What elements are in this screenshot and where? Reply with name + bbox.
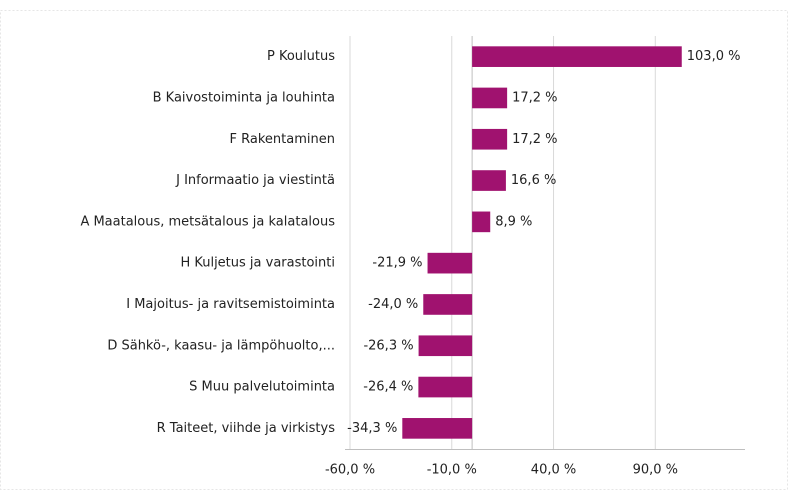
bar xyxy=(423,294,473,315)
y-tick-label: D Sähkö-, kaasu- ja lämpöhuolto,... xyxy=(107,338,335,353)
bar xyxy=(472,87,508,109)
bar xyxy=(472,128,508,150)
value-label: -34,3 % xyxy=(347,421,397,436)
y-tick-label: F Rakentaminen xyxy=(230,132,335,147)
y-tick-label: A Maatalous, metsätalous ja kalatalous xyxy=(80,214,335,229)
y-tick-label: I Majoitus- ja ravitsemistoiminta xyxy=(126,297,335,312)
bar xyxy=(427,252,473,274)
value-label: 17,2 % xyxy=(512,132,557,147)
value-label: -24,0 % xyxy=(368,297,418,312)
chart-frame xyxy=(0,10,788,490)
bar xyxy=(418,335,473,357)
y-tick-label: P Koulutus xyxy=(267,49,335,64)
y-tick-label: J Informaatio ja viestintä xyxy=(175,173,335,188)
y-tick-label: S Muu palvelutoiminta xyxy=(189,380,335,395)
x-tick-label: -10,0 % xyxy=(427,463,477,478)
value-label: -26,3 % xyxy=(363,338,413,353)
bar xyxy=(402,418,473,439)
bar xyxy=(472,46,682,67)
y-tick-label: H Kuljetus ja varastointi xyxy=(180,256,335,271)
value-label: 17,2 % xyxy=(512,90,557,105)
value-label: 103,0 % xyxy=(687,49,741,64)
bar xyxy=(472,170,506,191)
x-tick-label: 90,0 % xyxy=(633,463,678,478)
y-tick-label: B Kaivostoiminta ja louhinta xyxy=(153,90,335,105)
x-tick-label: 40,0 % xyxy=(531,463,576,478)
value-label: -21,9 % xyxy=(372,256,422,271)
value-label: 16,6 % xyxy=(511,173,556,188)
value-label: -26,4 % xyxy=(363,380,413,395)
x-tick-label: -60,0 % xyxy=(325,463,375,478)
bar xyxy=(418,376,473,398)
y-tick-label: R Taiteet, viihde ja virkistys xyxy=(157,421,336,436)
value-label: 8,9 % xyxy=(495,214,532,229)
bar xyxy=(472,211,491,233)
